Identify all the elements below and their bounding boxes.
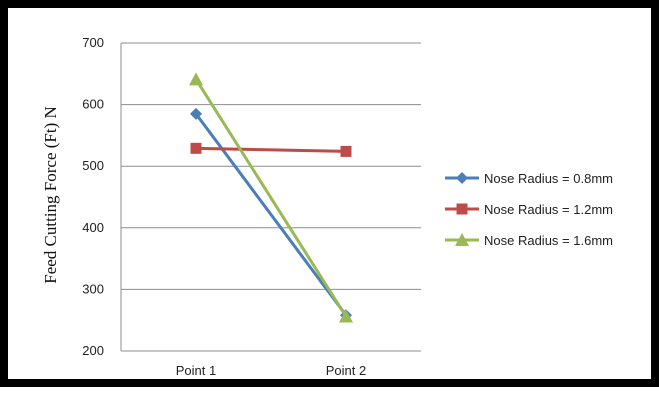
y-tick-200: 200	[82, 343, 104, 358]
y-tick-300: 300	[82, 281, 104, 296]
series-group	[189, 72, 353, 323]
y-tick-500: 500	[82, 158, 104, 173]
y-tick-labels: 200 300 400 500 600 700	[82, 35, 104, 358]
series-3	[189, 72, 353, 323]
legend-label-3: Nose Radius = 1.6mm	[484, 233, 613, 248]
series-1-line	[194, 112, 348, 317]
x-tick-labels: Point 1 Point 2	[176, 363, 366, 378]
series-1-point-1	[190, 107, 202, 120]
y-tick-600: 600	[82, 97, 104, 112]
legend-label-1: Nose Radius = 0.8mm	[484, 171, 613, 186]
series-2-line	[195, 146, 347, 153]
y-tick-400: 400	[82, 220, 104, 235]
legend: Nose Radius = 0.8mm Nose Radius = 1.2mm No…	[445, 171, 613, 248]
legend-item-2: Nose Radius = 1.2mm	[445, 202, 613, 217]
series-2-point-1	[190, 142, 202, 154]
chart-canvas: 200 300 400 500 600 700 Point 1 Point 2 Feed C…	[41, 35, 613, 378]
grid-lines	[120, 42, 421, 352]
y-tick-700: 700	[82, 35, 104, 50]
legend-marker-2	[456, 203, 468, 215]
series-3-line	[194, 78, 348, 318]
series-2-point-2	[340, 145, 352, 157]
legend-item-3: Nose Radius = 1.6mm	[445, 233, 613, 248]
series-2	[190, 142, 352, 157]
legend-marker-1	[456, 172, 468, 184]
legend-item-1: Nose Radius = 0.8mm	[445, 171, 613, 186]
x-tick-1: Point 1	[176, 363, 216, 378]
chart-frame: 200 300 400 500 600 700 Point 1 Point 2 Feed C…	[0, 0, 659, 387]
series-3-point-2	[339, 309, 353, 323]
legend-marker-3	[455, 233, 469, 246]
series-3-point-1	[189, 72, 203, 86]
legend-label-2: Nose Radius = 1.2mm	[484, 202, 613, 217]
y-axis-label: Feed Cutting Force (Ft) N	[41, 106, 60, 284]
x-tick-2: Point 2	[326, 363, 366, 378]
